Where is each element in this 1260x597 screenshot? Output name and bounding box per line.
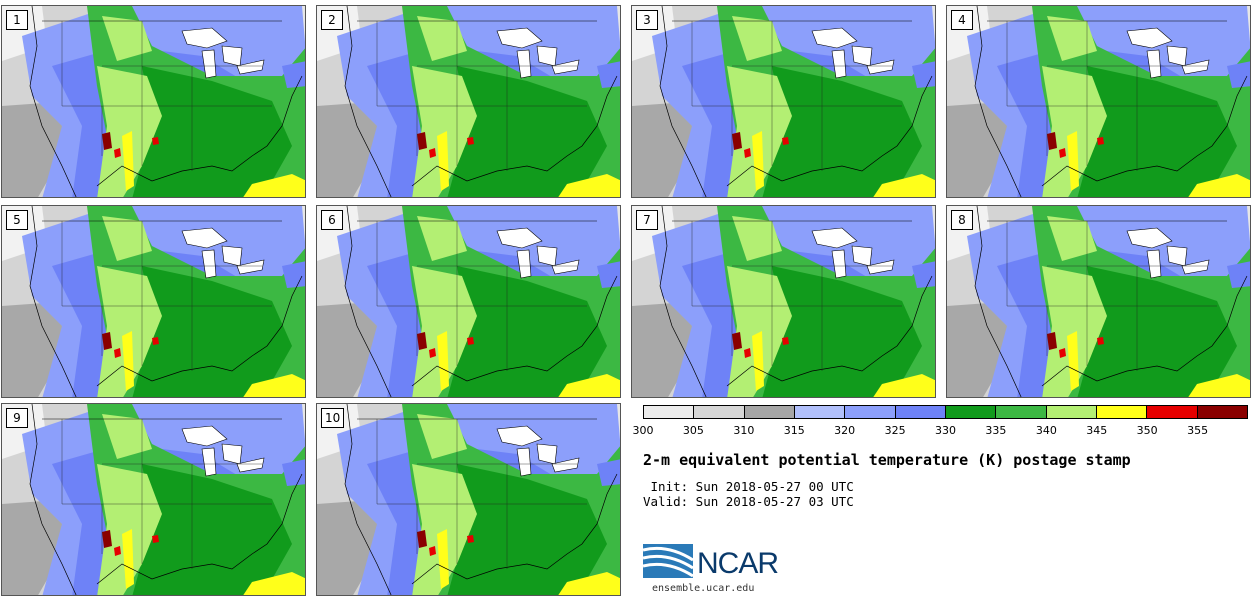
colorbar-tick-label: 330 <box>935 424 956 437</box>
colorbar-segment <box>996 406 1047 418</box>
panel-number: 2 <box>321 10 343 30</box>
ensemble-member-panel: 6 <box>316 205 621 398</box>
map-image <box>2 404 306 596</box>
colorbar-tick-label: 300 <box>632 424 654 437</box>
map-image <box>317 6 621 198</box>
panel-number: 1 <box>6 10 28 30</box>
valid-time: Valid: Sun 2018-05-27 03 UTC <box>643 494 854 509</box>
panel-number: 3 <box>636 10 658 30</box>
panel-number: 6 <box>321 210 343 230</box>
map-image <box>632 6 936 198</box>
panel-number: 7 <box>636 210 658 230</box>
ncar-logo-icon <box>643 544 694 578</box>
map-image <box>947 6 1251 198</box>
colorbar-tick-label: 310 <box>733 424 755 437</box>
colorbar-ticks: 300 305 310 315 320 325 330 335 340 345 350 355 <box>633 424 1248 438</box>
colorbar-tick-label: 335 <box>985 424 1007 437</box>
panel-number: 5 <box>6 210 28 230</box>
colorbar-tick-label: 325 <box>884 424 906 437</box>
init-time: Init: Sun 2018-05-27 00 UTC <box>643 479 854 494</box>
colorbar-segment <box>644 406 695 418</box>
ensemble-member-panel: 9 <box>1 403 306 596</box>
colorbar-tick-label: 350 <box>1136 424 1158 437</box>
map-image <box>632 206 936 398</box>
colorbar-segment <box>694 406 745 418</box>
colorbar-segment <box>1147 406 1198 418</box>
colorbar-segment <box>1046 406 1097 418</box>
colorbar-segment <box>794 406 846 418</box>
panel-number: 9 <box>6 408 28 428</box>
panel-number: 10 <box>321 408 345 428</box>
ensemble-member-panel: 5 <box>1 205 306 398</box>
map-image <box>317 206 621 398</box>
map-image <box>947 206 1251 398</box>
site-url: ensemble.ucar.edu <box>652 583 755 594</box>
map-image <box>317 404 621 596</box>
colorbar-segment <box>1197 406 1247 418</box>
ensemble-member-panel: 4 <box>946 5 1251 198</box>
map-image <box>2 6 306 198</box>
colorbar-tick-label: 340 <box>1035 424 1057 437</box>
panel-number: 8 <box>951 210 973 230</box>
ensemble-member-panel: 10 <box>316 403 621 596</box>
panel-number: 4 <box>951 10 973 30</box>
colorbar-segment <box>845 406 896 418</box>
colorbar-tick-label: 320 <box>834 424 856 437</box>
plot-title: 2-m equivalent potential temperature (K)… <box>643 451 1131 469</box>
colorbar-segment <box>945 406 997 418</box>
colorbar-segment <box>895 406 946 418</box>
map-image <box>2 206 306 398</box>
colorbar-tick-label: 315 <box>783 424 805 437</box>
colorbar <box>643 405 1248 419</box>
logo-text: NCAR <box>697 547 779 580</box>
colorbar-tick-label: 355 <box>1187 424 1209 437</box>
ensemble-member-panel: 8 <box>946 205 1251 398</box>
colorbar-segment <box>744 406 795 418</box>
colorbar-segment <box>1096 406 1148 418</box>
colorbar-tick-label: 305 <box>682 424 704 437</box>
ensemble-member-panel: 2 <box>316 5 621 198</box>
colorbar-tick-label: 345 <box>1086 424 1108 437</box>
ensemble-member-panel: 1 <box>1 5 306 198</box>
ensemble-member-panel: 7 <box>631 205 936 398</box>
ensemble-member-panel: 3 <box>631 5 936 198</box>
